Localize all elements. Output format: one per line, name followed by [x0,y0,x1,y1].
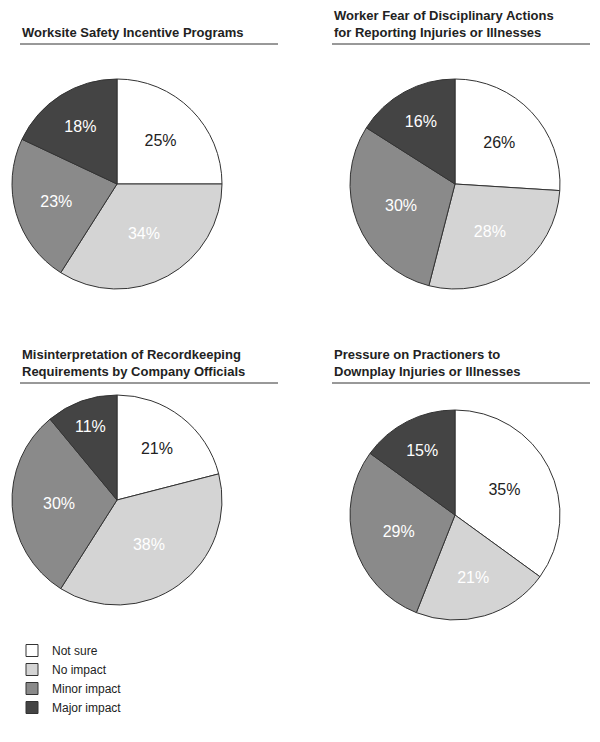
svg-text:23%: 23% [40,193,72,210]
svg-text:Major impact: Major impact [52,701,121,715]
svg-text:38%: 38% [133,536,165,553]
svg-text:Minor impact: Minor impact [52,682,121,696]
svg-text:No impact: No impact [52,663,107,677]
svg-text:28%: 28% [474,223,506,240]
svg-text:21%: 21% [141,440,173,457]
svg-text:29%: 29% [383,523,415,540]
svg-text:16%: 16% [405,113,437,130]
svg-text:Worksite Safety Incentive Prog: Worksite Safety Incentive Programs [22,25,244,40]
svg-text:18%: 18% [64,118,96,135]
svg-text:Misinterpretation of Recordkee: Misinterpretation of RecordkeepingRequir… [22,347,245,379]
svg-text:26%: 26% [483,134,515,151]
svg-text:30%: 30% [43,495,75,512]
svg-text:Not sure: Not sure [52,644,98,658]
svg-text:25%: 25% [144,132,176,149]
svg-text:Worker Fear of Disciplinary Ac: Worker Fear of Disciplinary Actionsfor R… [334,8,554,40]
svg-text:34%: 34% [128,225,160,242]
svg-text:11%: 11% [75,418,106,435]
svg-text:21%: 21% [457,569,489,586]
svg-text:15%: 15% [406,442,438,459]
svg-text:35%: 35% [488,481,520,498]
svg-text:30%: 30% [385,197,417,214]
svg-text:Pressure on Practioners toDown: Pressure on Practioners toDownplay Injur… [334,347,520,379]
